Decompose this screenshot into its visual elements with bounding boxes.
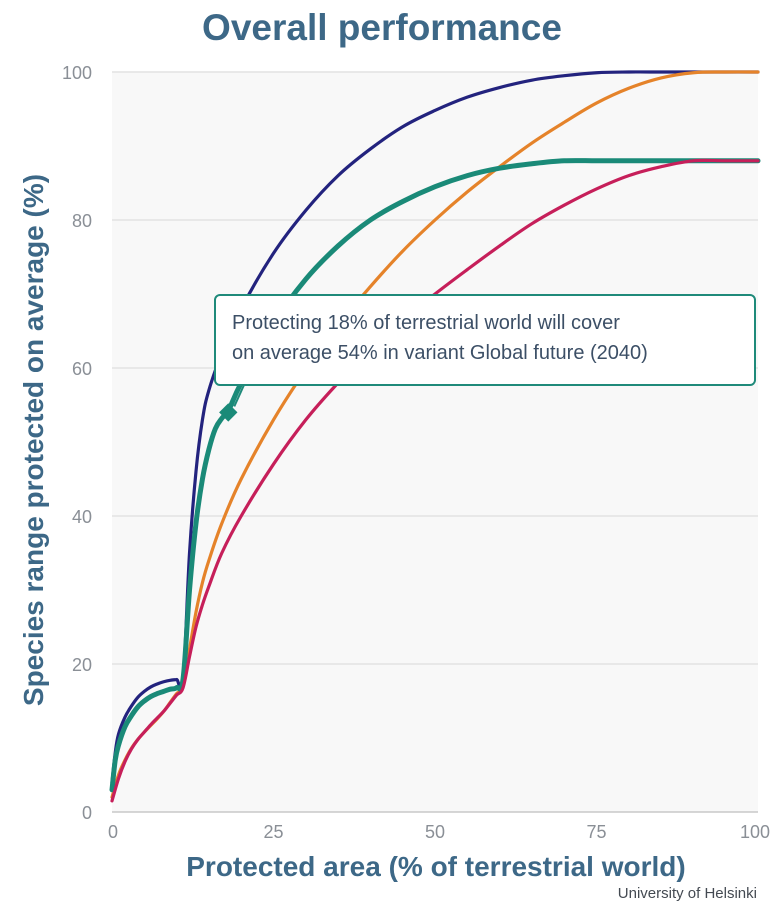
x-axis-title: Protected area (% of terrestrial world) <box>186 851 685 882</box>
y-tick-20: 20 <box>72 655 92 675</box>
annotation-line-2: on average 54% in variant Global future … <box>232 342 648 364</box>
source-credit: University of Helsinki <box>617 885 757 902</box>
x-tick-75: 75 <box>586 822 606 842</box>
y-tick-60: 60 <box>72 359 92 379</box>
series-lines <box>109 70 761 803</box>
x-tick-labels: 0 25 50 75 100 <box>108 822 770 842</box>
y-tick-80: 80 <box>72 211 92 231</box>
y-tick-0: 0 <box>82 803 92 823</box>
highlight-marker <box>219 403 238 422</box>
plot-background <box>112 72 758 812</box>
x-tick-50: 50 <box>425 822 445 842</box>
y-tick-100: 100 <box>62 63 92 83</box>
highlight-point-diamond <box>219 403 238 422</box>
x-tick-25: 25 <box>263 822 283 842</box>
series-line-2 <box>109 158 761 793</box>
y-tick-labels: 0 20 40 60 80 100 <box>62 63 92 823</box>
x-tick-0: 0 <box>108 822 118 842</box>
y-axis-title: Species range protected on average (%) <box>18 174 49 706</box>
annotation-line-1: Protecting 18% of terrestrial world will… <box>232 312 620 334</box>
annotation-callout: Protecting 18% of terrestrial world will… <box>214 294 756 386</box>
callout-pointer <box>233 384 245 407</box>
y-tick-40: 40 <box>72 507 92 527</box>
series-line-3 <box>110 158 760 803</box>
chart-title: Overall performance <box>202 7 562 48</box>
x-tick-100: 100 <box>740 822 770 842</box>
